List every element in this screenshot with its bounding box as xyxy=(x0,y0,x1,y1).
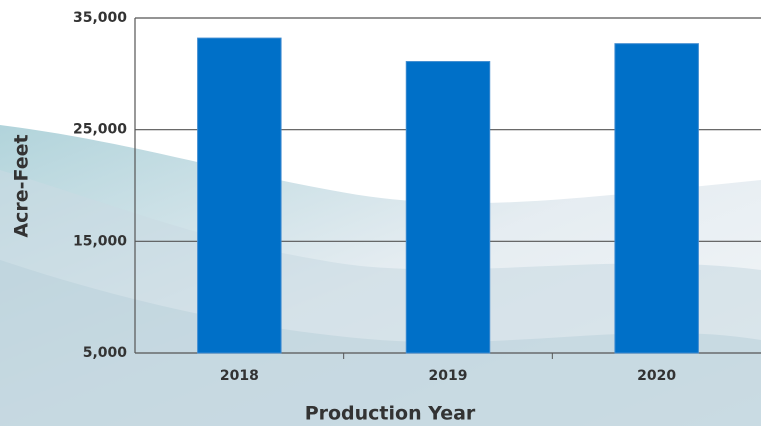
x-tick-label: 2020 xyxy=(637,368,676,384)
x-tick-label: 2018 xyxy=(220,368,259,384)
y-tick-label: 25,000 xyxy=(73,122,127,138)
bar xyxy=(405,61,491,354)
bar xyxy=(614,43,699,354)
background-wave xyxy=(0,260,761,426)
y-tick-label: 35,000 xyxy=(73,10,127,26)
x-tick-label: 2019 xyxy=(429,368,468,384)
y-tick-label: 5,000 xyxy=(83,345,128,361)
bar xyxy=(197,37,282,354)
y-tick-label: 15,000 xyxy=(73,233,127,249)
x-axis-title: Production Year xyxy=(305,403,476,425)
y-axis-title: Acre-Feet xyxy=(11,134,33,237)
